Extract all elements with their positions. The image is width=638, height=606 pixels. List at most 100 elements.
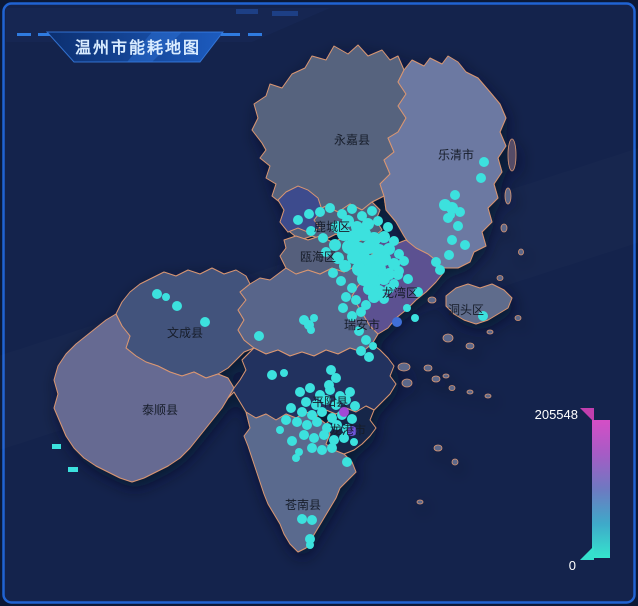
- scatter-point[interactable]: [326, 365, 336, 375]
- scatter-point[interactable]: [318, 233, 328, 243]
- scatter-point[interactable]: [384, 284, 394, 294]
- scatter-point[interactable]: [342, 457, 352, 467]
- scatter-point[interactable]: [321, 247, 331, 257]
- scatter-point[interactable]: [332, 420, 342, 430]
- scatter-point[interactable]: [411, 314, 419, 322]
- scatter-point[interactable]: [356, 307, 366, 317]
- scatter-point[interactable]: [280, 369, 288, 377]
- scatter-point[interactable]: [302, 420, 312, 430]
- scatter-point[interactable]: [200, 317, 210, 327]
- scatter-point[interactable]: [325, 203, 335, 213]
- scatter-point[interactable]: [307, 443, 317, 453]
- scatter-point[interactable]: [347, 204, 357, 214]
- scatter-point[interactable]: [276, 426, 284, 434]
- region-wencheng[interactable]: [115, 267, 255, 379]
- scatter-point[interactable]: [310, 314, 318, 322]
- scatter-point[interactable]: [364, 352, 374, 362]
- scatter-point[interactable]: [368, 291, 380, 303]
- scatter-point[interactable]: [478, 311, 488, 321]
- scatter-point[interactable]: [331, 400, 341, 410]
- scatter-point[interactable]: [312, 417, 322, 427]
- visualmap-gradient-bar[interactable]: [592, 420, 610, 558]
- region-yueqing[interactable]: [379, 55, 507, 269]
- scatter-point[interactable]: [307, 515, 317, 525]
- scatter-point[interactable]: [453, 221, 463, 231]
- scatter-point[interactable]: [347, 426, 357, 436]
- scatter-point[interactable]: [383, 243, 395, 255]
- scatter-point[interactable]: [350, 401, 360, 411]
- scatter-point[interactable]: [331, 373, 341, 383]
- scatter-point[interactable]: [332, 252, 344, 264]
- scatter-point[interactable]: [317, 407, 327, 417]
- scatter-point[interactable]: [295, 387, 305, 397]
- scatter-point[interactable]: [152, 289, 162, 299]
- scatter-point[interactable]: [281, 415, 291, 425]
- scatter-point[interactable]: [309, 433, 319, 443]
- scatter-point[interactable]: [339, 407, 349, 417]
- scatter-point[interactable]: [295, 448, 303, 456]
- scatter-point[interactable]: [460, 240, 470, 250]
- scatter-point[interactable]: [372, 262, 386, 276]
- scatter-point[interactable]: [351, 295, 361, 305]
- scatter-point[interactable]: [446, 202, 458, 214]
- scatter-point[interactable]: [339, 260, 351, 272]
- scatter-point[interactable]: [479, 157, 489, 167]
- scatter-point[interactable]: [399, 256, 409, 266]
- scatter-point[interactable]: [347, 311, 357, 321]
- scatter-point[interactable]: [447, 211, 455, 219]
- scatter-point[interactable]: [304, 209, 314, 219]
- scatter-point[interactable]: [338, 303, 348, 313]
- scatter-point[interactable]: [162, 293, 170, 301]
- scatter-point[interactable]: [329, 239, 341, 251]
- scatter-point[interactable]: [367, 206, 377, 216]
- scatter-point[interactable]: [361, 300, 371, 310]
- scatter-point[interactable]: [392, 317, 402, 327]
- scatter-point[interactable]: [342, 215, 354, 227]
- scatter-point[interactable]: [292, 454, 300, 462]
- scatter-point[interactable]: [254, 331, 264, 341]
- scatter-point[interactable]: [369, 342, 377, 350]
- region-taishun[interactable]: [53, 313, 235, 483]
- scatter-point[interactable]: [297, 514, 307, 524]
- scatter-point[interactable]: [315, 207, 325, 217]
- scatter-point[interactable]: [336, 276, 346, 286]
- scatter-point[interactable]: [311, 400, 321, 410]
- scatter-point[interactable]: [347, 283, 357, 293]
- scatter-point[interactable]: [356, 346, 366, 356]
- scatter-point[interactable]: [306, 226, 316, 236]
- scatter-point[interactable]: [341, 395, 351, 405]
- scatter-point[interactable]: [307, 410, 317, 420]
- visualmap-handle-bottom[interactable]: [580, 546, 594, 560]
- scatter-point[interactable]: [327, 443, 337, 453]
- scatter-point[interactable]: [347, 414, 357, 424]
- scatter-point[interactable]: [389, 236, 399, 246]
- scatter-point[interactable]: [339, 433, 349, 443]
- scatter-point[interactable]: [394, 249, 404, 259]
- scatter-point[interactable]: [306, 541, 314, 549]
- scatter-point[interactable]: [329, 435, 339, 445]
- scatter-point[interactable]: [378, 273, 390, 285]
- scatter-point[interactable]: [357, 211, 367, 221]
- scatter-point[interactable]: [383, 222, 393, 232]
- scatter-point[interactable]: [317, 445, 327, 455]
- scatter-point[interactable]: [321, 395, 331, 405]
- scatter-point[interactable]: [325, 385, 335, 395]
- scatter-point[interactable]: [292, 417, 302, 427]
- scatter-point[interactable]: [362, 218, 374, 230]
- scatter-point[interactable]: [297, 407, 307, 417]
- scatter-point[interactable]: [435, 265, 445, 275]
- scatter-point[interactable]: [476, 173, 486, 183]
- scatter-point[interactable]: [378, 231, 390, 243]
- scatter-point[interactable]: [403, 274, 413, 284]
- scatter-point[interactable]: [286, 403, 296, 413]
- scatter-point[interactable]: [301, 397, 311, 407]
- scatter-point[interactable]: [299, 430, 309, 440]
- scatter-point[interactable]: [305, 534, 315, 544]
- scatter-point[interactable]: [403, 304, 411, 312]
- scatter-point[interactable]: [413, 287, 423, 297]
- scatter-point[interactable]: [350, 438, 358, 446]
- scatter-point[interactable]: [305, 383, 315, 393]
- scatter-point[interactable]: [341, 292, 351, 302]
- visualmap-handle-top[interactable]: [580, 408, 594, 422]
- scatter-point[interactable]: [379, 294, 389, 304]
